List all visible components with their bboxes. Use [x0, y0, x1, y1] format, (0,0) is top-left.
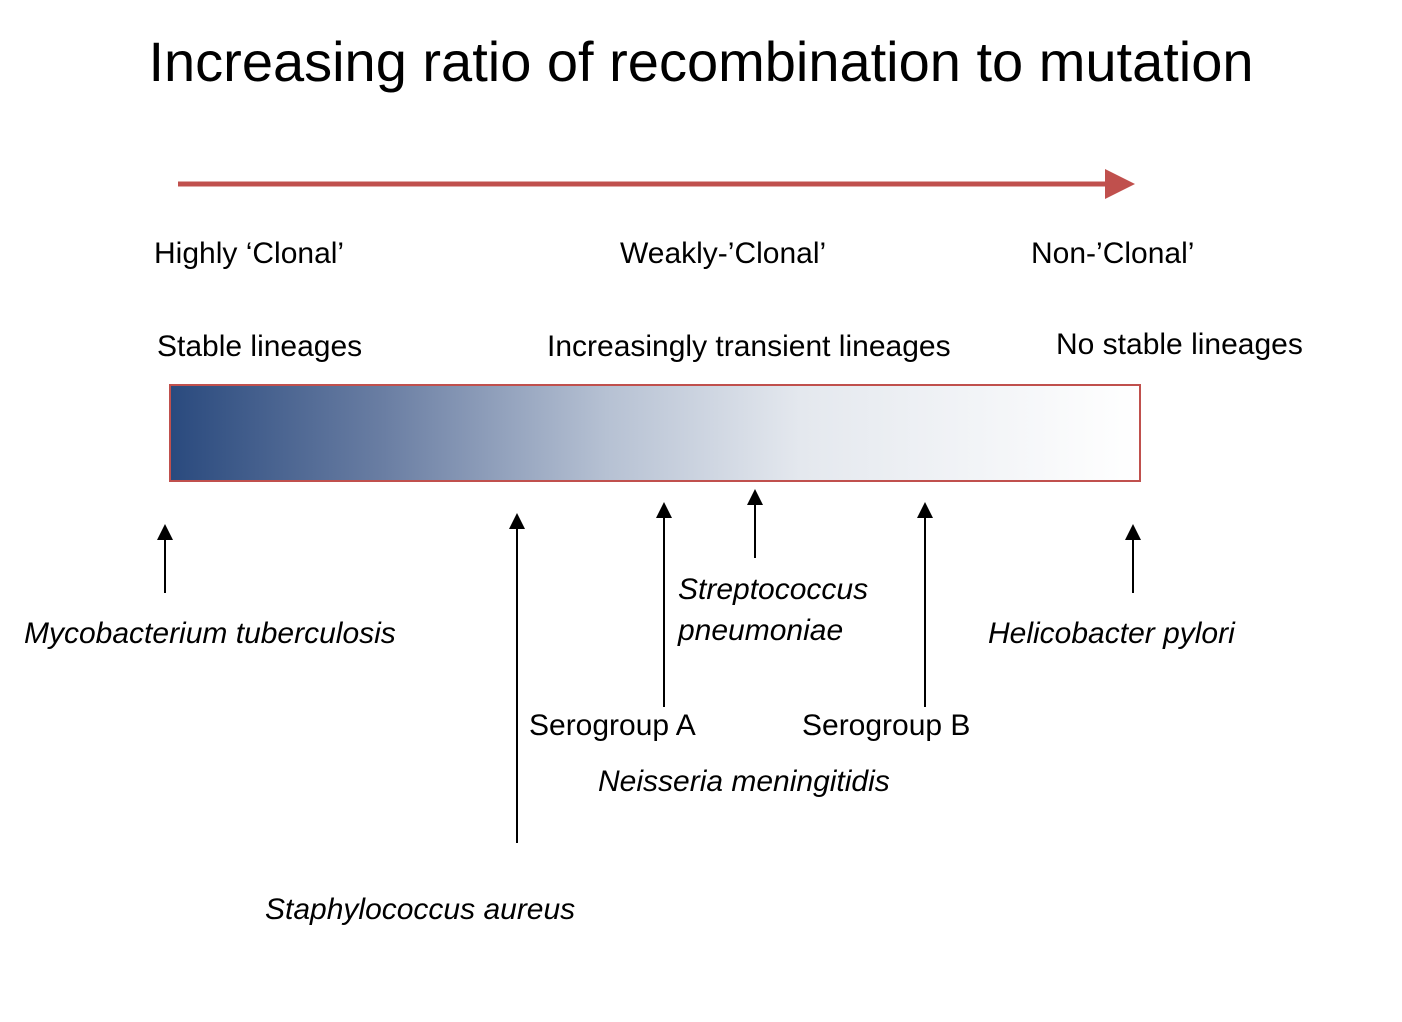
serogroup-b-label: Serogroup B	[802, 709, 971, 742]
streptococcus-label-line1: Streptococcus	[678, 573, 869, 606]
transient-lineages-label: Increasingly transient lineages	[547, 330, 951, 363]
highly-clonal-label: Highly ‘Clonal’	[154, 237, 345, 270]
page-title: Increasing ratio of recombination to mut…	[148, 30, 1254, 93]
stable-lineages-label: Stable lineages	[157, 330, 363, 363]
non-clonal-label: Non-’Clonal’	[1031, 237, 1195, 270]
neisseria-label: Neisseria meningitidis	[598, 765, 890, 798]
helicobacter-label: Helicobacter pylori	[988, 617, 1235, 650]
mycobacterium-label: Mycobacterium tuberculosis	[24, 617, 396, 650]
no-stable-lineages-label: No stable lineages	[1056, 328, 1303, 361]
clonality-gradient-bar	[169, 384, 1141, 482]
streptococcus-label-line2: pneumoniae	[678, 614, 844, 647]
staphylococcus-label: Staphylococcus aureus	[265, 893, 576, 926]
serogroup-a-label: Serogroup A	[529, 709, 696, 742]
weakly-clonal-label: Weakly-’Clonal’	[620, 237, 827, 270]
